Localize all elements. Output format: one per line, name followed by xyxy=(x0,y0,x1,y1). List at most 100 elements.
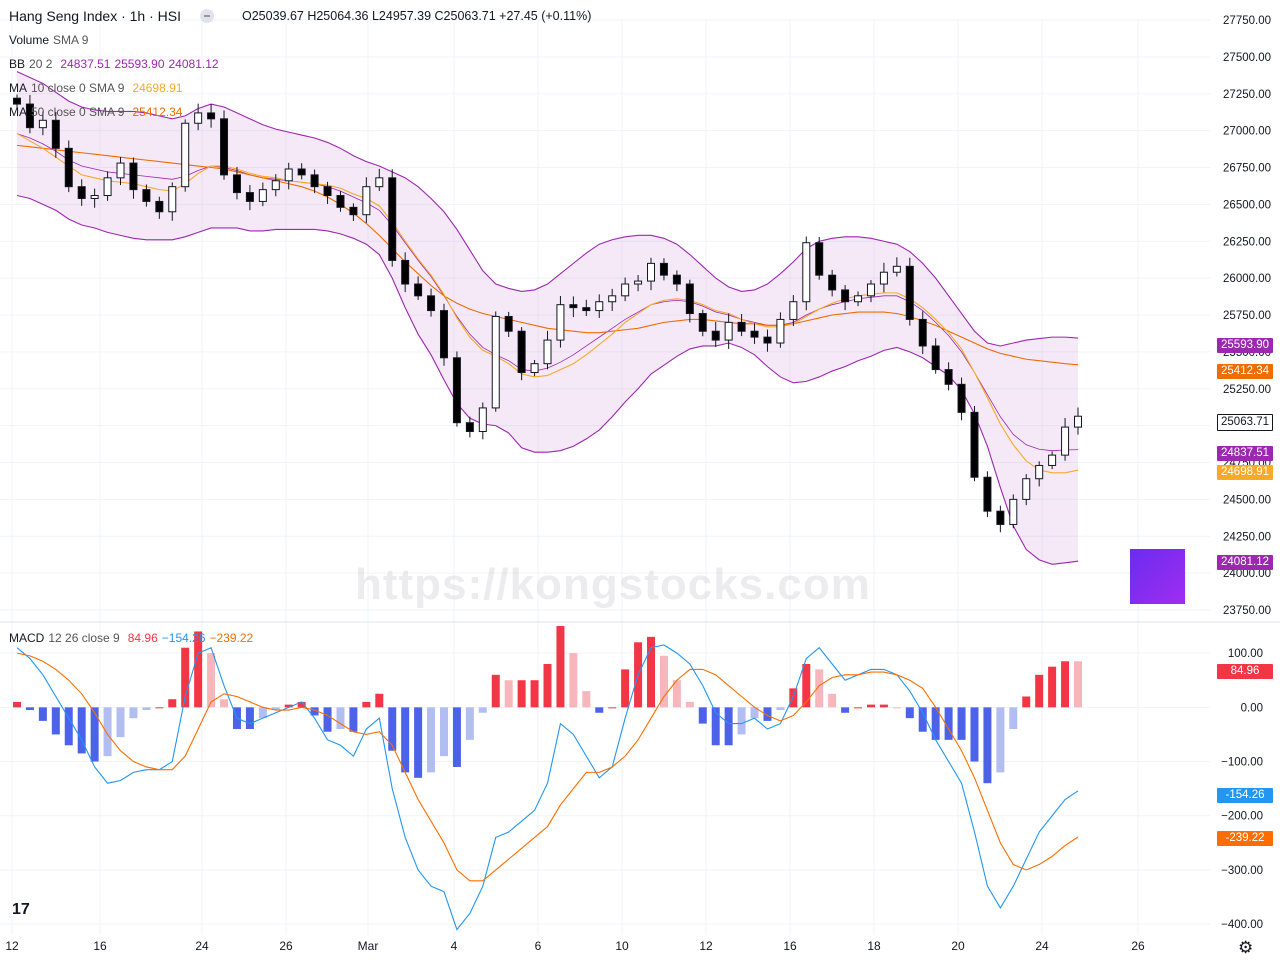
candle-body xyxy=(996,510,1005,525)
tag-ma10: 24698.91 xyxy=(1217,465,1273,480)
tag-last-price: 25063.71 xyxy=(1217,414,1273,431)
collapse-toggle-icon[interactable] xyxy=(200,9,214,23)
legend-macd[interactable]: MACD 12 26 close 9 84.96 −154.26 −239.22 xyxy=(9,631,257,645)
macd-histogram-bar xyxy=(737,707,746,735)
watermark: https://kongstocks.com xyxy=(355,560,871,609)
macd-histogram-bar xyxy=(310,707,319,716)
macd-histogram-bar xyxy=(776,707,785,711)
macd-histogram-bar xyxy=(1009,707,1018,730)
candle-body xyxy=(465,422,474,433)
macd-histogram-bar xyxy=(427,707,436,773)
bb-upper-line xyxy=(16,71,1079,347)
legend-macd-signal: −239.22 xyxy=(209,631,254,645)
ma10-line xyxy=(16,133,1079,474)
macd-histogram-bar xyxy=(1074,661,1082,708)
candle-body xyxy=(284,168,293,182)
candle-body xyxy=(608,295,617,303)
legend-macd-name: MACD xyxy=(9,631,45,645)
candle-body xyxy=(1061,426,1070,456)
macd-histogram-bar xyxy=(38,707,47,721)
macd-tick-label: −300.00 xyxy=(1221,865,1263,877)
candle-body xyxy=(815,242,824,276)
candle-body xyxy=(543,339,552,365)
gear-icon[interactable]: ⚙ xyxy=(1238,938,1254,957)
price-tick-label: 25250.00 xyxy=(1223,384,1271,396)
candle-body xyxy=(297,168,306,176)
bb-band-fill xyxy=(17,71,1078,565)
legend-ma50[interactable]: MA 50 close 0 SMA 9 25412.34 xyxy=(9,105,186,119)
legend-ma50-value: 25412.34 xyxy=(132,105,183,119)
candle-body xyxy=(349,206,358,216)
macd-histogram-bar xyxy=(77,707,86,754)
candle-body xyxy=(116,162,125,179)
kongstocks-logo xyxy=(1130,549,1185,604)
candle-body xyxy=(724,321,733,341)
time-tick-label: 10 xyxy=(615,939,629,953)
candle-body xyxy=(13,97,21,105)
legend-ma10[interactable]: MA 10 close 0 SMA 9 24698.91 xyxy=(9,81,186,95)
candle-body xyxy=(142,189,151,202)
candle-body xyxy=(181,122,190,188)
macd-histogram-bar xyxy=(25,707,34,711)
macd-histogram-bar xyxy=(905,707,914,719)
time-tick-label: 12 xyxy=(699,939,713,953)
legend-bb[interactable]: BB 20 2 24837.51 25593.90 24081.12 xyxy=(9,57,223,71)
macd-histogram-bar xyxy=(918,707,927,732)
chart-title: Hang Seng Index · 1h · HSI xyxy=(9,8,181,24)
time-tick-label: 24 xyxy=(195,939,209,953)
price-tick-label: 24000.00 xyxy=(1223,568,1271,580)
tag-macd-line: -154.26 xyxy=(1217,788,1273,803)
macd-tick-label: −200.00 xyxy=(1221,811,1263,823)
macd-histogram-bar xyxy=(491,674,500,708)
macd-histogram-bar xyxy=(129,707,138,719)
tradingview-logo[interactable]: 17 xyxy=(12,901,30,918)
macd-histogram-bar xyxy=(543,663,552,708)
macd-tick-label: −400.00 xyxy=(1221,919,1263,931)
candle-body xyxy=(569,304,578,309)
candle-body xyxy=(517,330,526,374)
macd-histogram-bar xyxy=(271,707,280,711)
candle-body xyxy=(866,283,875,297)
tag-bb-upper: 25593.90 xyxy=(1217,338,1273,353)
candle-body xyxy=(194,112,203,124)
legend-bb-name: BB xyxy=(9,57,26,71)
macd-histogram-bar xyxy=(841,707,850,713)
bb-lower-line xyxy=(16,194,1079,565)
tag-ma50: 25412.34 xyxy=(1217,364,1273,379)
time-tick-label: 20 xyxy=(951,939,965,953)
candle-body xyxy=(1022,478,1031,500)
macd-histogram-bar xyxy=(582,691,591,708)
legend-volume-name: Volume xyxy=(9,33,50,47)
candle-body xyxy=(232,174,241,194)
macd-histogram-bar xyxy=(569,653,578,708)
macd-histogram-bar xyxy=(672,680,681,708)
candle-body xyxy=(621,283,630,297)
legend-volume[interactable]: Volume SMA 9 xyxy=(9,33,92,47)
candle-body xyxy=(970,411,979,478)
macd-histogram-bar xyxy=(828,693,837,708)
candle-body xyxy=(711,330,720,341)
candle-body xyxy=(685,283,694,315)
time-tick-label: 26 xyxy=(279,939,293,953)
candle-body xyxy=(271,180,280,191)
candle-body xyxy=(634,280,643,285)
macd-histogram-bar xyxy=(608,707,617,709)
candle-body xyxy=(245,192,254,202)
candle-body xyxy=(427,295,436,312)
macd-histogram-bar xyxy=(220,699,229,708)
macd-histogram-bar xyxy=(556,626,565,708)
price-tick-label: 27250.00 xyxy=(1223,89,1271,101)
candle-body xyxy=(841,289,850,303)
macd-histogram-bar xyxy=(685,701,694,708)
time-tick-label: 4 xyxy=(451,939,458,953)
legend-ma50-params: 50 close 0 SMA 9 xyxy=(31,105,125,119)
candle-body xyxy=(51,119,60,149)
candle-body xyxy=(944,369,953,385)
macd-tick-label: 100.00 xyxy=(1228,648,1263,660)
candle-body xyxy=(918,318,927,347)
macd-histogram-bar xyxy=(401,707,410,773)
macd-histogram-bar xyxy=(530,680,539,708)
candle-body xyxy=(737,321,746,332)
candle-body xyxy=(983,476,992,512)
